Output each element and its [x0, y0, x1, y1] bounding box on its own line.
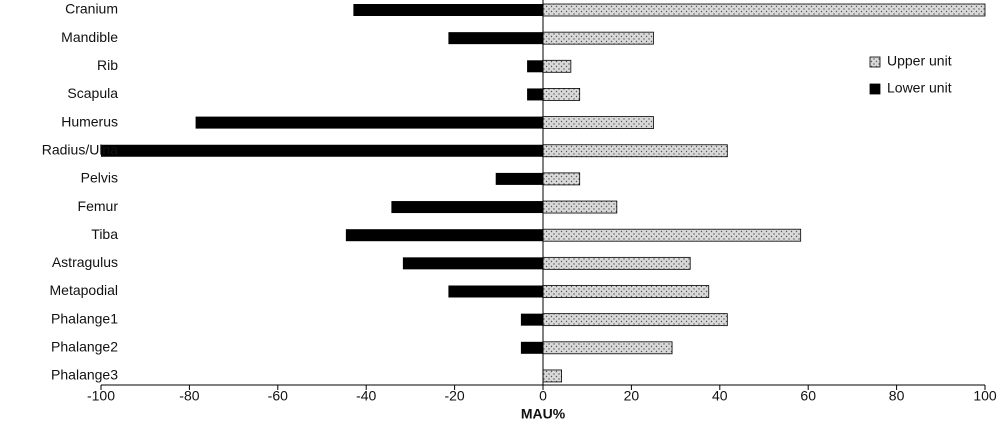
category-label-mandible: Mandible [61, 29, 118, 45]
x-tick-label: -20 [444, 387, 464, 403]
upper-bar-phalange3 [542, 369, 562, 383]
lower-bar-astragulus [402, 257, 543, 270]
x-tick-label: 20 [624, 387, 640, 403]
lower-bar-humerus [195, 116, 543, 129]
category-label-phalange2: Phalange2 [51, 339, 118, 355]
upper-bar-metapodial [542, 285, 710, 298]
category-label-humerus: Humerus [61, 113, 118, 129]
category-label-astragulus: Astragulus [52, 254, 118, 270]
upper-bar-femur [542, 200, 618, 214]
category-label-phalange3: Phalange3 [51, 367, 118, 383]
bars-layer [101, 3, 986, 383]
legend-label-upper: Upper unit [887, 53, 952, 69]
legend-swatch-upper [869, 56, 881, 68]
lower-bar-tiba [345, 229, 543, 242]
x-tick-label: 60 [800, 387, 816, 403]
upper-bar-rib [542, 59, 572, 73]
x-tick-label: -60 [268, 387, 288, 403]
lower-bar-mandible [448, 32, 543, 45]
upper-bar-radius-ulna [542, 144, 728, 158]
upper-bar-scapula [542, 88, 581, 101]
x-tick-label: 100 [973, 387, 997, 403]
category-label-scapula: Scapula [67, 85, 118, 101]
x-axis-title: MAU% [521, 405, 566, 421]
lower-bar-scapula [527, 88, 543, 101]
x-tick-label: -40 [356, 387, 376, 403]
labels-layer: Cranium Mandible Rib Scapula Humerus Radius/U… [42, 1, 997, 422]
legend: Upper unit Lower unit [869, 53, 952, 96]
upper-bar-humerus [542, 116, 654, 129]
lower-bar-pelvis [495, 172, 543, 185]
category-label-radius-ulna: Radius/Ulna [42, 141, 118, 157]
upper-bar-mandible [542, 31, 654, 45]
upper-bar-astragulus [542, 256, 691, 270]
x-tick-label: 40 [712, 387, 728, 403]
upper-bar-phalange1 [542, 313, 728, 327]
category-label-pelvis: Pelvis [81, 170, 118, 186]
x-tick-label: -80 [179, 387, 199, 403]
legend-swatch-lower [869, 83, 881, 95]
category-label-cranium: Cranium [65, 1, 118, 17]
lower-bar-femur [391, 201, 543, 214]
lower-bar-radius-ulna [101, 144, 543, 157]
lower-bar-rib [527, 60, 543, 73]
upper-bar-phalange2 [542, 341, 673, 355]
category-label-rib: Rib [97, 57, 118, 73]
upper-bar-pelvis [542, 172, 581, 186]
x-tick-label: 0 [539, 387, 547, 403]
x-tick-label: -100 [87, 387, 115, 403]
legend-label-lower: Lower unit [887, 80, 952, 96]
axes-layer [100, 0, 986, 390]
category-label-tiba: Tiba [91, 226, 118, 242]
category-label-femur: Femur [78, 198, 119, 214]
lower-bar-metapodial [448, 285, 543, 298]
upper-bar-tiba [542, 228, 802, 242]
lower-bar-phalange1 [520, 313, 543, 326]
upper-bar-cranium [542, 3, 986, 17]
lower-bar-cranium [353, 4, 543, 16]
lower-bar-phalange2 [520, 341, 543, 354]
x-tick-label: 80 [889, 387, 905, 403]
category-label-metapodial: Metapodial [50, 282, 119, 298]
category-label-phalange1: Phalange1 [51, 310, 118, 326]
